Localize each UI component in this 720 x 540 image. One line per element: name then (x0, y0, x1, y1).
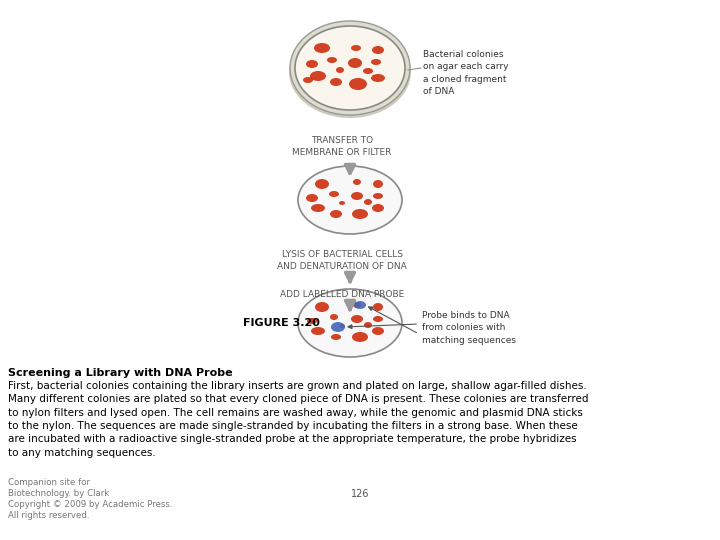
Ellipse shape (315, 179, 329, 189)
Ellipse shape (330, 210, 342, 218)
Ellipse shape (295, 26, 405, 110)
Ellipse shape (314, 43, 330, 53)
Ellipse shape (353, 179, 361, 185)
Ellipse shape (371, 74, 385, 82)
Text: Bacterial colonies
on agar each carry
a cloned fragment
of DNA: Bacterial colonies on agar each carry a … (423, 50, 508, 96)
Ellipse shape (315, 302, 329, 312)
Ellipse shape (303, 77, 313, 83)
Text: Screening a Library with DNA Probe: Screening a Library with DNA Probe (8, 368, 233, 378)
Ellipse shape (364, 199, 372, 205)
Text: Copyright © 2009 by Academic Press.: Copyright © 2009 by Academic Press. (8, 500, 173, 509)
Text: LYSIS OF BACTERIAL CELLS
AND DENATURATION OF DNA: LYSIS OF BACTERIAL CELLS AND DENATURATIO… (277, 250, 407, 271)
Ellipse shape (311, 327, 325, 335)
Ellipse shape (306, 60, 318, 68)
Ellipse shape (373, 180, 383, 188)
Ellipse shape (289, 26, 411, 118)
Text: First, bacterial colonies containing the library inserts are grown and plated on: First, bacterial colonies containing the… (8, 381, 588, 458)
Ellipse shape (290, 21, 410, 115)
Ellipse shape (364, 322, 372, 328)
Ellipse shape (331, 334, 341, 340)
Ellipse shape (373, 193, 383, 199)
Ellipse shape (307, 318, 317, 324)
Ellipse shape (351, 315, 363, 323)
Text: ADD LABELLED DNA PROBE: ADD LABELLED DNA PROBE (280, 290, 404, 299)
Ellipse shape (353, 302, 361, 308)
Ellipse shape (373, 316, 383, 322)
Ellipse shape (373, 303, 383, 311)
Ellipse shape (329, 191, 339, 197)
Ellipse shape (348, 58, 362, 68)
Ellipse shape (336, 67, 344, 73)
Ellipse shape (327, 57, 337, 63)
Ellipse shape (363, 68, 373, 74)
Ellipse shape (372, 327, 384, 335)
Ellipse shape (352, 209, 368, 219)
Ellipse shape (371, 59, 381, 65)
Ellipse shape (354, 301, 366, 309)
Ellipse shape (349, 78, 367, 90)
Text: Biotechnology. by Clark: Biotechnology. by Clark (8, 489, 109, 498)
Ellipse shape (330, 314, 338, 320)
Text: All rights reserved.: All rights reserved. (8, 511, 89, 520)
Text: FIGURE 3.20: FIGURE 3.20 (243, 318, 320, 328)
Ellipse shape (330, 78, 342, 86)
Ellipse shape (311, 204, 325, 212)
Ellipse shape (298, 289, 402, 357)
Ellipse shape (310, 71, 326, 81)
Ellipse shape (331, 322, 345, 332)
Ellipse shape (351, 192, 363, 200)
Ellipse shape (339, 324, 345, 328)
Text: Probe binds to DNA
from colonies with
matching sequences: Probe binds to DNA from colonies with ma… (422, 311, 516, 345)
Ellipse shape (298, 166, 402, 234)
Text: Companion site for: Companion site for (8, 478, 90, 487)
Ellipse shape (306, 194, 318, 202)
Text: TRANSFER TO
MEMBRANE OR FILTER: TRANSFER TO MEMBRANE OR FILTER (292, 136, 392, 157)
Text: 126: 126 (351, 489, 369, 499)
Ellipse shape (351, 45, 361, 51)
Ellipse shape (339, 201, 345, 205)
Ellipse shape (372, 204, 384, 212)
Ellipse shape (372, 46, 384, 54)
Ellipse shape (352, 332, 368, 342)
